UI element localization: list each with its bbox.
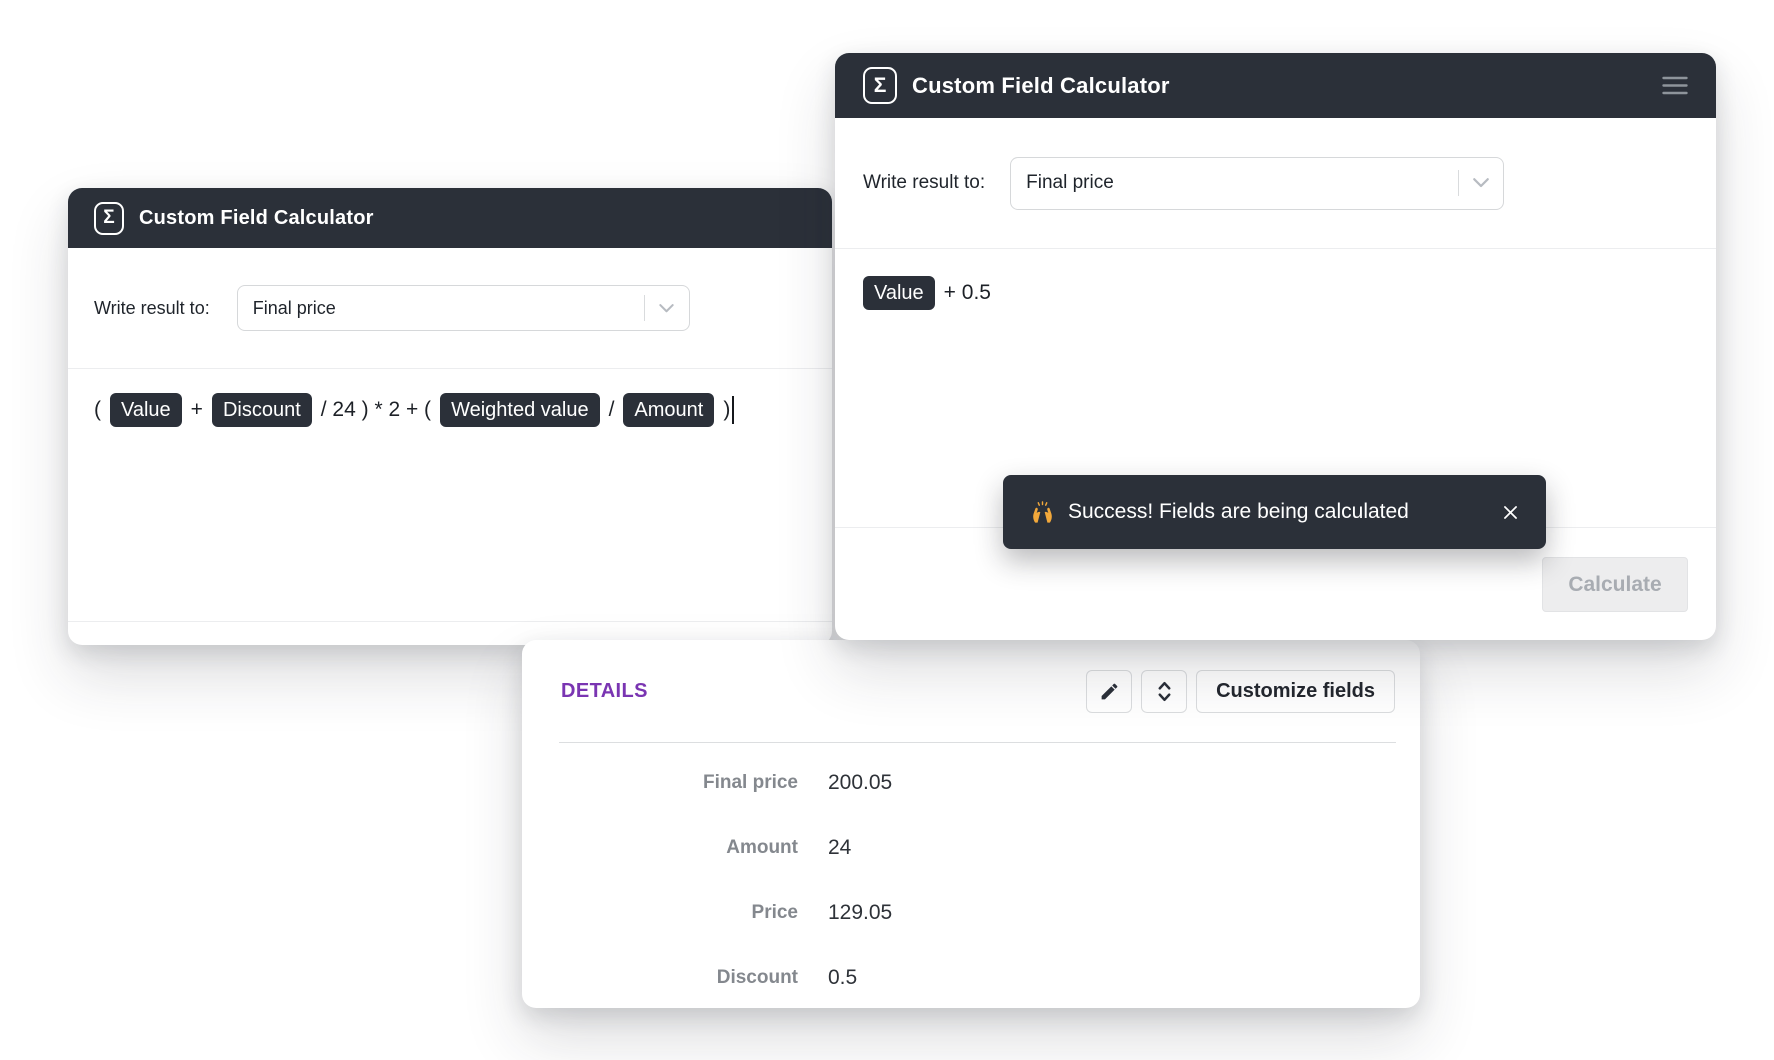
field-chip-value[interactable]: Value	[110, 393, 182, 427]
details-row-amount: Amount 24	[522, 815, 1420, 880]
field-label: Discount	[716, 966, 798, 988]
calculator-front-title: Custom Field Calculator	[912, 72, 1170, 98]
details-divider	[559, 742, 1396, 743]
dropdown-selected-value: Final price	[1026, 172, 1114, 193]
calculator-back-header: Σ Custom Field Calculator	[68, 188, 832, 248]
hamburger-menu-icon[interactable]	[1662, 75, 1688, 96]
text-cursor	[732, 396, 735, 424]
field-chip-discount[interactable]: Discount	[211, 393, 312, 427]
close-icon[interactable]	[1501, 503, 1520, 522]
calculator-front-footer: Calculate	[835, 528, 1716, 641]
details-row-discount: Discount 0.5	[522, 945, 1420, 1010]
dropdown-divider	[1458, 170, 1460, 196]
field-label: Final price	[702, 771, 798, 793]
sigma-icon: Σ	[94, 201, 124, 235]
write-result-row: Write result to: Final price	[68, 248, 832, 368]
section-divider	[68, 368, 832, 369]
details-actions: Customize fields	[1086, 669, 1395, 713]
write-result-row: Write result to: Final price	[835, 118, 1716, 248]
details-card: DETAILS Customize fields Final price	[522, 640, 1420, 1008]
formula-text: +	[190, 398, 203, 421]
dropdown-selected-value: Final price	[252, 297, 336, 318]
calculator-window-back: Σ Custom Field Calculator Write result t…	[68, 188, 832, 645]
field-value: 24	[828, 835, 852, 859]
formula-text: / 24 ) * 2 + (	[320, 398, 432, 421]
field-value: 200.05	[828, 770, 893, 794]
success-toast: Success! Fields are being calculated	[1003, 475, 1546, 549]
result-field-dropdown[interactable]: Final price	[1010, 156, 1505, 210]
formula-text: + 0.5	[943, 281, 991, 304]
details-row-price: Price 129.05	[522, 880, 1420, 945]
field-label: Amount	[726, 836, 798, 858]
formula-text: (	[94, 398, 101, 421]
calculator-back-title: Custom Field Calculator	[139, 206, 374, 229]
details-field-list: Final price 200.05 Amount 24 Price 129.0…	[522, 743, 1420, 1010]
calculator-window-front: Σ Custom Field Calculator Write result t…	[835, 53, 1716, 640]
raised-hands-emoji-icon	[1029, 499, 1056, 526]
chevron-down-icon	[645, 303, 689, 314]
formula-editor[interactable]: ( Value + Discount / 24 ) * 2 + ( Weight…	[68, 369, 832, 621]
dropdown-divider	[643, 295, 645, 321]
result-field-dropdown[interactable]: Final price	[236, 285, 690, 331]
calculator-front-header: Σ Custom Field Calculator	[835, 53, 1716, 118]
sort-arrows-icon	[1155, 680, 1174, 703]
pencil-icon	[1099, 681, 1120, 702]
write-result-label: Write result to:	[94, 297, 210, 318]
field-chip-weighted-value[interactable]: Weighted value	[440, 393, 600, 427]
customize-fields-button[interactable]: Customize fields	[1196, 669, 1395, 713]
calculate-button[interactable]: Calculate	[1542, 557, 1688, 612]
chevron-down-icon	[1459, 177, 1503, 189]
formula-end: )	[723, 393, 735, 427]
formula-text: /	[608, 398, 615, 421]
field-value: 129.05	[828, 900, 893, 924]
edit-button[interactable]	[1086, 669, 1133, 713]
section-divider	[835, 248, 1716, 249]
field-chip-amount[interactable]: Amount	[623, 393, 715, 427]
footer-divider	[68, 621, 832, 622]
reorder-button[interactable]	[1141, 669, 1188, 713]
field-chip-value[interactable]: Value	[863, 276, 935, 310]
details-title: DETAILS	[561, 679, 648, 702]
field-value: 0.5	[828, 965, 858, 989]
field-label: Price	[751, 901, 798, 923]
details-header: DETAILS Customize fields	[522, 640, 1420, 742]
details-row-final-price: Final price 200.05	[522, 750, 1420, 815]
formula-editor[interactable]: Value + 0.5	[835, 249, 1716, 527]
toast-message: Success! Fields are being calculated	[1068, 500, 1409, 523]
sigma-icon: Σ	[863, 67, 897, 104]
write-result-label: Write result to:	[863, 172, 986, 193]
formula-text: )	[723, 398, 731, 421]
